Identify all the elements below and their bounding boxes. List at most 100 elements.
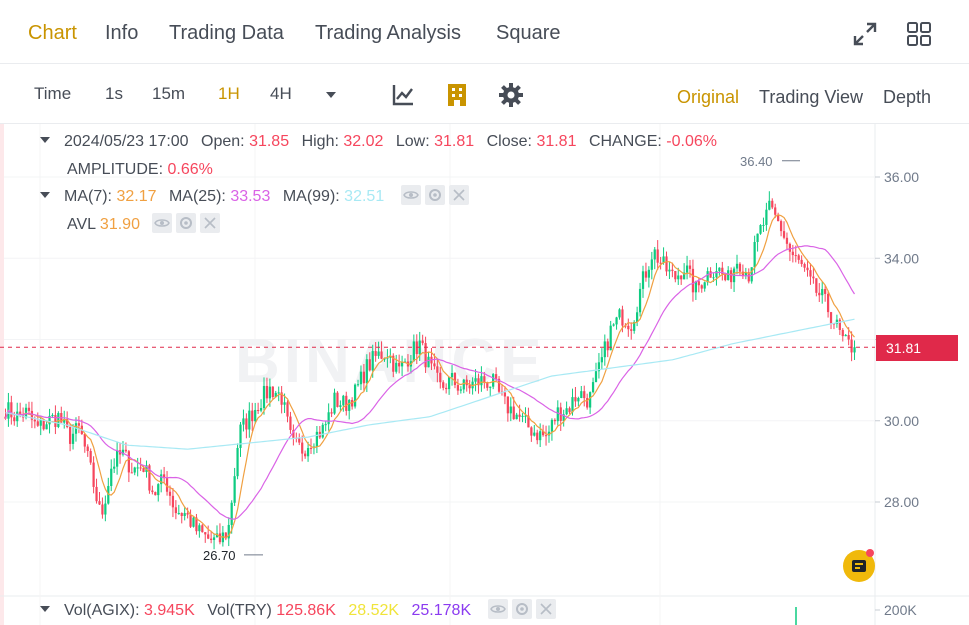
candle-body <box>474 378 477 382</box>
candle-body <box>697 281 700 286</box>
candle-body <box>254 409 257 422</box>
candle-body <box>638 288 642 313</box>
settings-icon[interactable] <box>511 599 532 619</box>
chart-area[interactable]: 36.0034.0032.0030.0028.00200KBINANCE36.4… <box>0 124 969 625</box>
candle-body <box>644 271 648 278</box>
candle-body <box>462 379 465 390</box>
candle-body <box>829 312 833 324</box>
amplitude-label: AMPLITUDE: <box>67 161 164 178</box>
candle-body <box>124 449 128 452</box>
eye-icon[interactable] <box>400 185 421 205</box>
tab-trading-data[interactable]: Trading Data <box>169 22 284 44</box>
candle-body <box>785 237 789 244</box>
candle-body <box>800 259 803 265</box>
low-value: 31.81 <box>434 133 475 150</box>
candle-body <box>353 384 357 407</box>
candle-body <box>309 448 313 450</box>
candle-body <box>142 468 145 472</box>
candle-body <box>248 410 251 430</box>
vol-try-value: 125.86K <box>276 602 336 620</box>
indicators-icon[interactable] <box>390 82 416 108</box>
candle-body <box>615 317 618 325</box>
ma99-value: 32.51 <box>344 188 385 206</box>
collapse-caret-icon[interactable] <box>40 192 50 198</box>
candle-body <box>521 415 524 417</box>
candle-body <box>850 339 853 353</box>
candle-body <box>700 285 703 289</box>
settings-icon[interactable] <box>424 185 445 205</box>
candle-body <box>283 402 286 405</box>
y-axis-tick-label: 30.00 <box>884 413 919 429</box>
candle-body <box>650 259 653 270</box>
candle-body <box>586 398 589 408</box>
candle-body <box>83 433 86 447</box>
drawing-tools-icon[interactable] <box>444 82 470 108</box>
interval-1s[interactable]: 1s <box>105 84 123 103</box>
candle-body <box>42 419 45 430</box>
candle-body <box>442 382 445 388</box>
close-icon[interactable] <box>199 213 220 233</box>
view-trading-view[interactable]: Trading View <box>759 87 864 107</box>
tab-chart[interactable]: Chart <box>28 22 77 44</box>
candle-body <box>265 385 269 399</box>
view-original[interactable]: Original <box>677 87 740 107</box>
settings-icon[interactable] <box>175 213 196 233</box>
interval-1h[interactable]: 1H <box>218 84 240 103</box>
candle-body <box>803 264 806 268</box>
tab-trading-analysis[interactable]: Trading Analysis <box>315 22 461 44</box>
candle-body <box>389 355 392 358</box>
candle-body <box>818 292 821 296</box>
grid-layout-icon[interactable] <box>905 20 933 48</box>
candle-body <box>298 438 301 443</box>
interval-15m[interactable]: 15m <box>152 84 186 103</box>
vol-agix-label: Vol(AGIX): <box>64 602 140 620</box>
candle-body <box>218 533 222 543</box>
eye-icon[interactable] <box>487 599 508 619</box>
interval-time[interactable]: Time <box>34 84 72 103</box>
candle-body <box>274 392 277 398</box>
candle-body <box>168 491 172 496</box>
candle-body <box>239 424 242 448</box>
candle-body <box>844 335 847 337</box>
candle-body <box>544 435 548 437</box>
candle-body <box>377 351 380 356</box>
candle-body <box>715 271 718 278</box>
close-icon[interactable] <box>535 599 556 619</box>
interval-dropdown-icon[interactable] <box>318 82 344 108</box>
candle-body <box>756 233 759 242</box>
candle-body <box>292 429 295 438</box>
interval-4h[interactable]: 4H <box>270 84 292 103</box>
candle-body <box>380 351 383 359</box>
candle-body <box>653 249 656 260</box>
settings-icon[interactable] <box>498 82 524 108</box>
candle-date: 2024/05/23 17:00 <box>64 133 189 150</box>
candle-body <box>368 359 371 371</box>
close-icon[interactable] <box>448 185 469 205</box>
candle-body <box>744 272 747 277</box>
candle-body <box>762 224 765 226</box>
y-axis-tick-label: 36.00 <box>884 169 919 185</box>
candle-body <box>471 381 474 389</box>
candle-body <box>277 392 280 394</box>
candle-body <box>691 268 695 293</box>
candle-body <box>268 386 271 399</box>
tab-info[interactable]: Info <box>105 22 139 44</box>
left-edge-strip <box>0 124 4 625</box>
tab-square[interactable]: Square <box>496 22 561 44</box>
collapse-caret-icon[interactable] <box>40 606 50 612</box>
collapse-caret-icon[interactable] <box>40 136 50 143</box>
candle-body <box>212 537 216 540</box>
candle-body <box>741 271 745 277</box>
view-depth[interactable]: Depth <box>883 87 932 107</box>
eye-icon[interactable] <box>151 213 172 233</box>
expand-icon[interactable] <box>851 20 879 48</box>
candle-body <box>362 371 366 384</box>
candlestick-chart[interactable]: 36.0034.0032.0030.0028.00200KBINANCE36.4… <box>0 124 969 625</box>
candle-body <box>782 231 786 238</box>
candle-body <box>71 433 75 444</box>
candle-body <box>589 392 592 408</box>
candle-body <box>550 419 554 432</box>
candle-body <box>165 478 169 492</box>
candle-body <box>356 384 360 386</box>
candle-body <box>412 341 415 362</box>
